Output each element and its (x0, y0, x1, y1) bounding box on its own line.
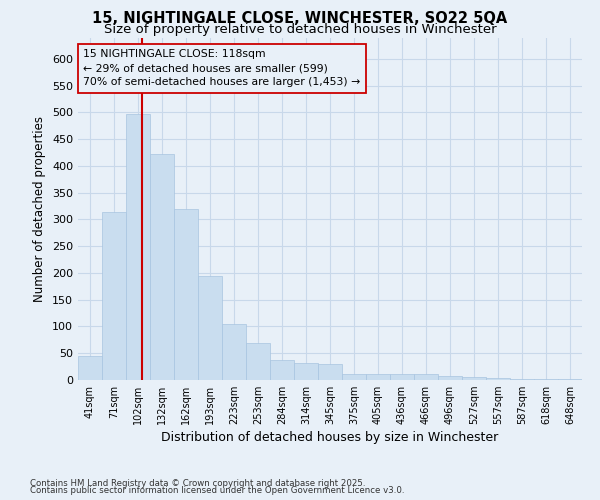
Bar (246, 342, 270, 380)
Bar (438, 376, 462, 380)
Bar (390, 374, 414, 380)
Bar (462, 378, 486, 380)
Bar (486, 378, 510, 380)
Text: Contains HM Land Registry data © Crown copyright and database right 2025.: Contains HM Land Registry data © Crown c… (30, 478, 365, 488)
Bar (198, 276, 222, 380)
Bar (318, 364, 342, 380)
Bar (366, 374, 390, 380)
Bar (510, 379, 534, 380)
Bar (150, 154, 174, 380)
Bar (270, 360, 294, 380)
Text: 15, NIGHTINGALE CLOSE, WINCHESTER, SO22 5QA: 15, NIGHTINGALE CLOSE, WINCHESTER, SO22 … (92, 11, 508, 26)
Bar (126, 114, 150, 380)
Text: Contains public sector information licensed under the Open Government Licence v3: Contains public sector information licen… (30, 486, 404, 495)
Bar (174, 209, 198, 380)
X-axis label: Distribution of detached houses by size in Winchester: Distribution of detached houses by size … (161, 432, 499, 444)
Bar (414, 374, 438, 380)
Bar (342, 374, 366, 380)
Text: 15 NIGHTINGALE CLOSE: 118sqm
← 29% of detached houses are smaller (599)
70% of s: 15 NIGHTINGALE CLOSE: 118sqm ← 29% of de… (83, 50, 360, 88)
Bar (102, 212, 126, 380)
Y-axis label: Number of detached properties: Number of detached properties (34, 116, 46, 302)
Text: Size of property relative to detached houses in Winchester: Size of property relative to detached ho… (104, 22, 496, 36)
Bar (294, 363, 318, 380)
Bar (78, 356, 102, 380)
Bar (222, 324, 246, 380)
